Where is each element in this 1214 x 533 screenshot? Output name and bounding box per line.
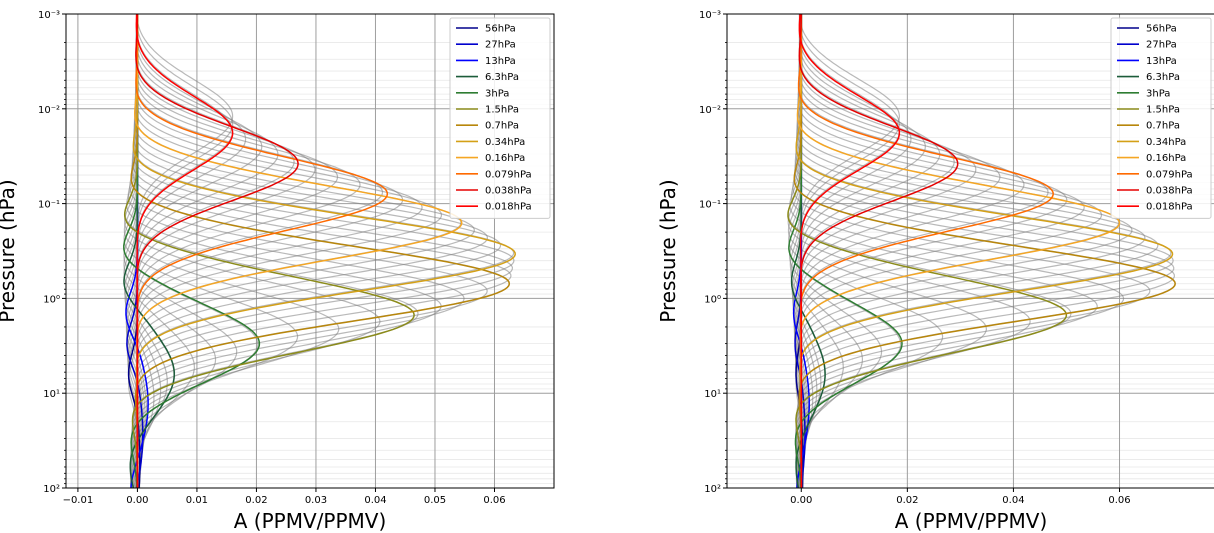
legend: 56hPa 27hPa 13hPa 6.3hPa 3hPa 1.5hPa 0.7hPa 0.3… <box>1110 17 1212 219</box>
legend-entry-label: 27hPa <box>1146 40 1177 51</box>
x-tick-label: 0.05 <box>424 495 446 506</box>
y-axis: 10⁻³ 10⁻² 10⁻¹ 10⁰ 10¹ 10² <box>38 10 66 495</box>
legend-entry-label: 56hPa <box>485 24 516 35</box>
x-axis-label: A (PPMV/PPMV) <box>895 509 1048 533</box>
legend-entry-label: 0.038hPa <box>485 186 532 197</box>
y-tick-label: 10¹ <box>43 389 60 400</box>
legend-entry-label: 0.7hPa <box>1146 121 1180 132</box>
series-group <box>123 14 516 488</box>
legend-entry-label: 0.079hPa <box>1146 169 1193 180</box>
x-tick-label: 0.04 <box>1002 495 1024 506</box>
x-tick-label: 0.04 <box>364 495 386 506</box>
legend-entry-label: 0.7hPa <box>485 121 519 132</box>
x-tick-label: 0.03 <box>305 495 327 506</box>
legend-entry-label: 1.5hPa <box>1146 105 1180 116</box>
legend-entry-label: 13hPa <box>485 56 516 67</box>
y-tick-label: 10¹ <box>704 389 721 400</box>
x-tick-label: 0.06 <box>1108 495 1130 506</box>
legend-entry-label: 13hPa <box>1146 56 1177 67</box>
legend-entry-label: 0.16hPa <box>485 153 525 164</box>
legend-entry-label: 56hPa <box>1146 24 1177 35</box>
legend-entry-label: 6.3hPa <box>485 72 519 83</box>
legend-entry-label: 1.5hPa <box>485 105 519 116</box>
legend-entry-label: 0.018hPa <box>485 202 532 213</box>
y-axis: 10⁻³ 10⁻² 10⁻¹ 10⁰ 10¹ 10² <box>699 10 727 495</box>
x-tick-label: 0.02 <box>245 495 267 506</box>
series-group <box>787 14 1176 488</box>
y-tick-label: 10⁰ <box>43 294 60 305</box>
x-tick-label: 0.06 <box>483 495 505 506</box>
plot-frame <box>65 13 555 489</box>
y-tick-label: 10² <box>43 484 60 495</box>
x-axis-label: A (PPMV/PPMV) <box>234 509 387 533</box>
y-tick-label: 10² <box>704 484 721 495</box>
legend-entry-label: 0.34hPa <box>1146 137 1186 148</box>
left-chart-panel: −0.01 0.00 0.01 0.02 0.03 0.04 0.05 0.0610⁻³10⁻… <box>0 10 555 533</box>
y-tick-label: 10⁻² <box>38 105 60 116</box>
legend-entry-label: 3hPa <box>485 88 509 99</box>
legend-entry-label: 3hPa <box>1146 88 1170 99</box>
plot-frame <box>726 13 1214 489</box>
x-tick-label: 0.02 <box>896 495 918 506</box>
x-axis: 0.00 0.02 0.04 0.06 <box>790 488 1131 506</box>
legend-entry-label: 0.34hPa <box>485 137 525 148</box>
legend-entry-label: 0.038hPa <box>1146 186 1193 197</box>
legend-entry-label: 0.16hPa <box>1146 153 1186 164</box>
series-line-0.018hPa <box>135 14 234 488</box>
x-tick-label: −0.01 <box>63 495 94 506</box>
right-chart-panel: 0.00 0.02 0.04 0.06 10⁻³ 10⁻² 10⁻¹ 10⁰ 10¹ 10² A (… <box>656 10 1214 533</box>
y-tick-label: 10⁻³ <box>38 10 60 21</box>
legend-box <box>1110 17 1212 219</box>
legend-entry-label: 6.3hPa <box>1146 72 1180 83</box>
y-axis-label: Pressure (hPa) <box>0 179 19 322</box>
series-line-0.018hPa <box>798 14 901 488</box>
legend-entry-label: 0.018hPa <box>1146 202 1193 213</box>
x-tick-label: 0.00 <box>790 495 812 506</box>
y-tick-label: 10⁻¹ <box>38 200 60 211</box>
x-axis: −0.01 0.00 0.01 0.02 0.03 0.04 0.05 0.06 <box>63 488 506 506</box>
y-tick-label: 10⁻³ <box>699 10 721 21</box>
legend: 56hPa 27hPa 13hPa 6.3hPa 3hPa 1.5hPa 0.7hPa 0.3… <box>449 17 551 219</box>
y-tick-label: 10⁻² <box>699 105 721 116</box>
legend-entry-label: 27hPa <box>485 40 516 51</box>
y-tick-label: 10⁰ <box>704 294 721 305</box>
x-tick-label: 0.00 <box>126 495 148 506</box>
legend-box <box>449 17 551 219</box>
y-axis-label: Pressure (hPa) <box>656 179 680 322</box>
y-tick-label: 10⁻¹ <box>699 200 721 211</box>
legend-entry-label: 0.079hPa <box>485 169 532 180</box>
x-tick-label: 0.01 <box>186 495 208 506</box>
